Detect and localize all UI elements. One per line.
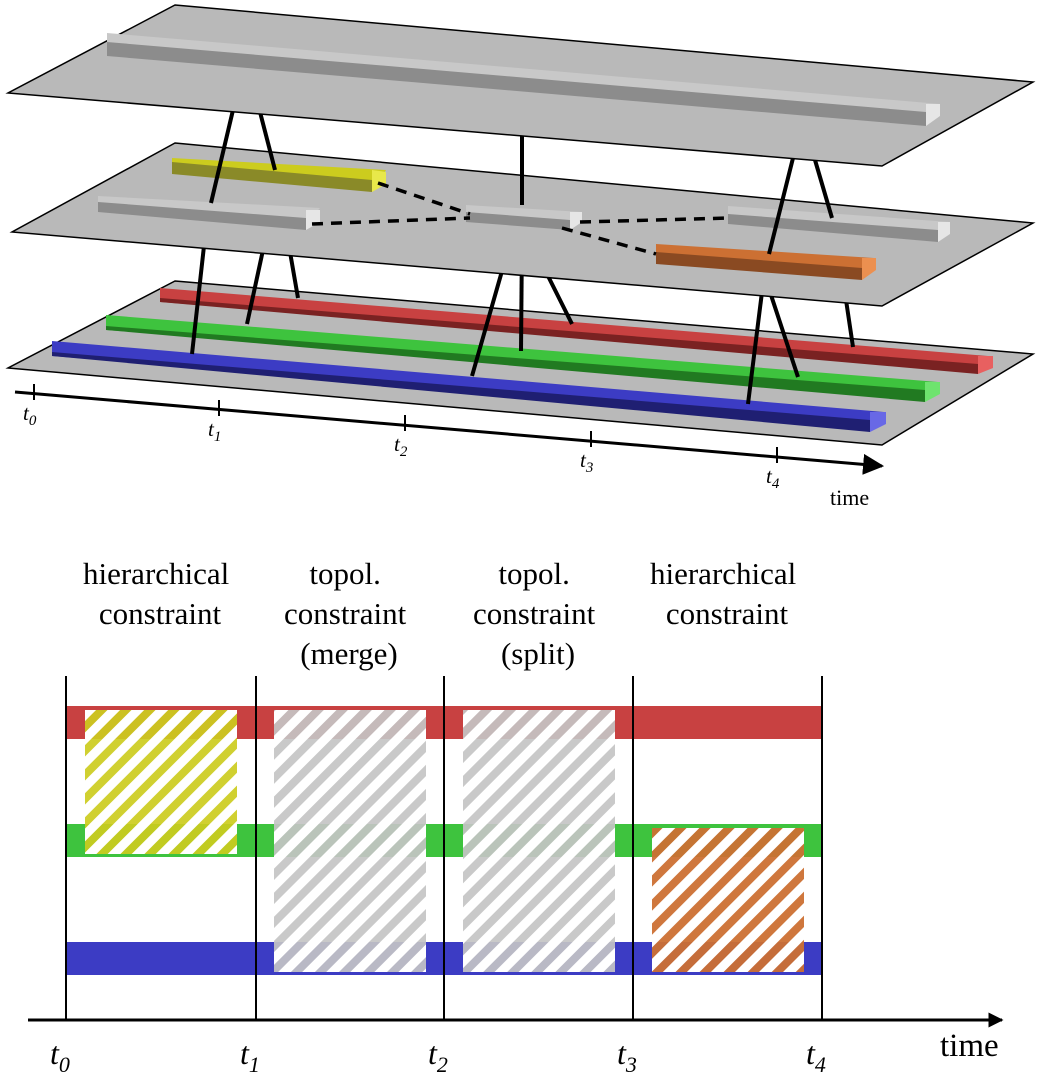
constraint-region-1 <box>85 710 237 854</box>
column-2-header: topol. constraint (merge) <box>284 556 414 671</box>
bottom-tick-t0: t0 <box>50 1035 70 1077</box>
top-tick-t3: t3 <box>580 448 593 476</box>
gray-track-center <box>466 205 582 230</box>
connectors-upper <box>209 109 834 255</box>
bottom-tick-t3: t3 <box>617 1035 637 1077</box>
dashed-connectors <box>311 181 731 256</box>
gray-track-top <box>107 33 940 126</box>
gray-track-left <box>98 196 320 230</box>
top-tick-t4: t4 <box>766 464 780 492</box>
bottom-tick-t1: t1 <box>240 1035 260 1077</box>
top-tick-t2: t2 <box>394 432 408 460</box>
blue-track <box>52 341 886 432</box>
green-track <box>106 315 940 402</box>
top-time-axis: t0 t1 t2 t3 t4 time <box>14 384 885 510</box>
column-4-header: hierarchical constraint <box>650 556 804 631</box>
constraint-region-2 <box>274 710 426 972</box>
bottom-tick-t2: t2 <box>428 1035 448 1077</box>
constraint-view: hierarchical constraint topol. constrain… <box>28 556 1004 1077</box>
top-tick-t0: t0 <box>23 401 37 429</box>
layered-3d-view: t0 t1 t2 t3 t4 time <box>5 4 1036 510</box>
red-track <box>160 288 993 374</box>
column-3-header: topol. constraint (split) <box>473 556 603 671</box>
constraint-region-4 <box>652 828 804 972</box>
orange-track <box>656 244 876 280</box>
top-tick-t1: t1 <box>208 417 221 445</box>
gray-track-right <box>728 206 950 242</box>
yellow-track <box>172 158 386 192</box>
column-1-header: hierarchical constraint <box>83 556 237 631</box>
constraint-region-3 <box>463 710 615 972</box>
bottom-tick-t4: t4 <box>806 1035 826 1077</box>
time-dividers <box>65 676 823 1020</box>
top-time-label: time <box>830 485 869 510</box>
bottom-time-label: time <box>940 1028 999 1064</box>
